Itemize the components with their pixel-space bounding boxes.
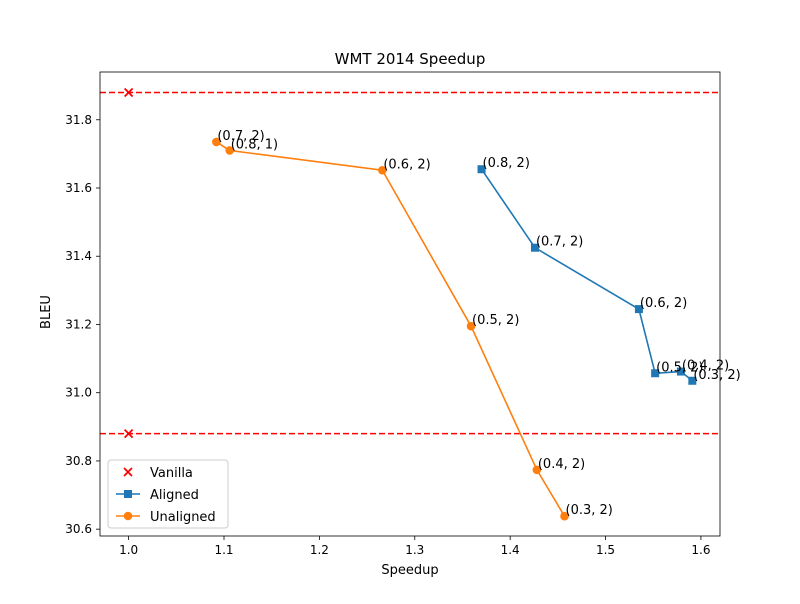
aligned-point: [634, 305, 643, 314]
x-tick-label: 1.5: [596, 543, 615, 557]
unaligned-point: [378, 165, 387, 175]
aligned-point-label: (0.4, 2): [682, 359, 729, 374]
aligned-point: [651, 369, 660, 378]
legend-label: Aligned: [150, 488, 199, 503]
aligned-point: [530, 243, 539, 252]
unaligned-point: [532, 465, 542, 475]
unaligned-point-label: (0.5, 2): [472, 313, 519, 328]
y-tick-label: 31.8: [65, 113, 92, 127]
x-tick-label: 1.3: [405, 543, 424, 557]
unaligned-point-label: (0.3, 2): [566, 503, 613, 518]
legend-marker-stroke: [123, 467, 133, 477]
y-tick-label: 31.6: [65, 181, 92, 195]
y-tick-label: 31.0: [65, 386, 92, 400]
aligned-point-label: (0.3, 2): [693, 368, 740, 383]
y-axis-label: BLEU: [39, 295, 54, 329]
legend: Vanilla Aligned Unaligned: [107, 459, 229, 529]
legend-item-aligned: Aligned: [116, 488, 199, 503]
legend-marker: [124, 490, 132, 498]
x-tick-label: 1.4: [501, 543, 520, 557]
unaligned-point-label: (0.6, 2): [383, 157, 430, 172]
plot-frame: [99, 71, 721, 537]
unaligned-point: [560, 511, 569, 521]
aligned-point: [676, 367, 685, 376]
aligned-point-label: (0.7, 2): [536, 235, 583, 250]
unaligned-point-label: (0.8, 1): [231, 137, 278, 152]
legend-box: [107, 459, 229, 529]
x-tick-label: 1.6: [691, 543, 710, 557]
x-tick-label: 1.2: [310, 543, 329, 557]
y-tick-label: 31.2: [65, 317, 92, 331]
legend-marker: [123, 467, 133, 477]
x-axis-label: Speedup: [381, 563, 438, 578]
aligned-point-label: (0.8, 2): [483, 156, 530, 171]
plot-area: 1.0 1.1 1.2 1.3 1.4 1.5 1.6 30.6 30.8 31.0 31.2 31.…: [65, 71, 741, 557]
aligned-series-line: [480, 168, 693, 382]
x-tick-label: 1.0: [119, 543, 138, 557]
chart-title: WMT 2014 Speedup: [335, 50, 486, 68]
vanilla-point: [123, 429, 134, 439]
legend-label: Unaligned: [150, 510, 216, 525]
x-tick-label: 1.1: [214, 543, 233, 557]
legend-marker: [123, 511, 133, 521]
y-tick-label: 30.6: [65, 522, 92, 536]
unaligned-point: [466, 321, 476, 331]
vanilla-point-stroke: [123, 429, 134, 439]
vanilla-point: [123, 87, 134, 98]
legend-label: Vanilla: [150, 466, 193, 481]
unaligned-point-label: (0.4, 2): [538, 457, 585, 472]
aligned-point: [477, 165, 486, 174]
legend-item-vanilla: Vanilla: [123, 466, 193, 481]
unaligned-series-line: [215, 141, 566, 517]
vanilla-point-stroke: [123, 87, 134, 98]
aligned-point: [688, 376, 697, 385]
y-tick-label: 31.4: [65, 249, 92, 263]
unaligned-point: [225, 146, 235, 155]
y-tick-label: 30.8: [65, 454, 92, 468]
legend-item-unaligned: Unaligned: [116, 510, 216, 525]
aligned-point-label: (0.6, 2): [640, 296, 687, 311]
unaligned-point: [212, 137, 221, 147]
unaligned-point-label: (0.7, 2): [217, 129, 264, 144]
aligned-point-label: (0.5, 2): [656, 360, 703, 375]
